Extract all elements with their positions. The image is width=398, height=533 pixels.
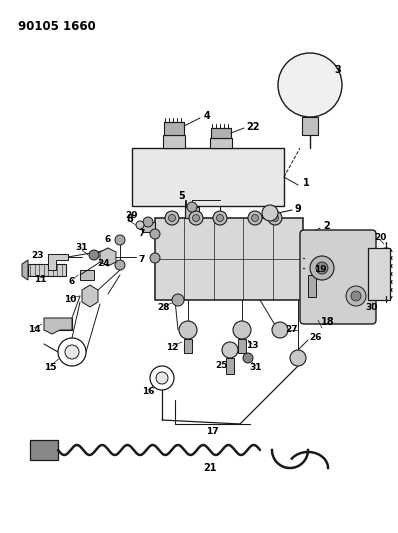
Text: 6: 6 [69, 278, 75, 287]
Text: 28: 28 [158, 303, 170, 312]
Bar [368, 248, 390, 300]
Text: 31: 31 [250, 364, 262, 373]
Text: 4: 4 [204, 111, 211, 121]
Text: 14: 14 [28, 326, 40, 335]
Text: 24: 24 [98, 260, 110, 269]
Text: 2: 2 [324, 221, 330, 231]
Circle shape [213, 211, 227, 225]
Circle shape [217, 214, 224, 222]
Text: 12: 12 [166, 343, 178, 352]
Circle shape [58, 338, 86, 366]
Bar [308, 275, 316, 297]
Text: 8: 8 [127, 214, 133, 224]
Text: 31: 31 [76, 244, 88, 253]
Bar [142, 222, 155, 232]
Bar [163, 135, 185, 148]
Bar [226, 358, 234, 374]
Text: 15: 15 [44, 364, 56, 373]
Circle shape [310, 256, 334, 280]
Text: 18: 18 [321, 317, 335, 327]
Text: 5: 5 [179, 191, 185, 201]
Circle shape [150, 366, 174, 390]
Circle shape [252, 214, 258, 222]
Circle shape [272, 322, 288, 338]
Circle shape [143, 217, 153, 227]
Text: 10: 10 [64, 295, 76, 304]
Bar [44, 318, 72, 330]
Text: 20: 20 [374, 233, 386, 243]
Circle shape [165, 211, 179, 225]
Bar [164, 122, 184, 135]
Text: 21: 21 [203, 463, 217, 473]
Circle shape [290, 350, 306, 366]
Text: 90105 1660: 90105 1660 [18, 20, 96, 33]
Bar [28, 264, 66, 276]
Circle shape [136, 221, 144, 229]
Bar [155, 218, 303, 300]
Polygon shape [48, 254, 68, 270]
Polygon shape [22, 260, 28, 280]
Text: 3: 3 [335, 65, 341, 75]
Text: 25: 25 [216, 361, 228, 370]
Circle shape [248, 211, 262, 225]
Text: 13: 13 [246, 342, 258, 351]
Circle shape [193, 214, 199, 222]
Circle shape [233, 321, 251, 339]
Polygon shape [100, 248, 116, 266]
Bar [211, 128, 231, 138]
Text: 27: 27 [286, 326, 298, 335]
Polygon shape [44, 318, 72, 334]
Circle shape [179, 321, 197, 339]
Text: 11: 11 [34, 276, 46, 285]
Circle shape [271, 214, 279, 222]
Bar [185, 207, 199, 218]
Circle shape [89, 250, 99, 260]
Text: 7: 7 [139, 254, 145, 263]
Text: 6: 6 [105, 236, 111, 245]
Circle shape [243, 353, 253, 363]
Circle shape [187, 202, 197, 212]
Text: 30: 30 [366, 303, 378, 312]
Text: 16: 16 [142, 387, 154, 397]
Circle shape [189, 211, 203, 225]
Text: 26: 26 [310, 334, 322, 343]
Circle shape [168, 214, 176, 222]
Bar [210, 138, 232, 148]
Text: 22: 22 [246, 122, 260, 132]
Circle shape [316, 262, 328, 274]
Bar [238, 339, 246, 353]
Text: 9: 9 [295, 204, 301, 214]
Circle shape [351, 291, 361, 301]
Polygon shape [82, 285, 98, 307]
Circle shape [115, 260, 125, 270]
Circle shape [65, 345, 79, 359]
Circle shape [262, 205, 278, 221]
Bar [30, 440, 58, 460]
Circle shape [156, 372, 168, 384]
Text: 17: 17 [206, 427, 219, 437]
Bar [302, 117, 318, 135]
Text: 1: 1 [302, 178, 309, 188]
Circle shape [268, 211, 282, 225]
FancyBboxPatch shape [300, 230, 376, 324]
Circle shape [150, 229, 160, 239]
Circle shape [222, 342, 238, 358]
Text: 19: 19 [314, 265, 326, 274]
Bar [184, 339, 192, 353]
Bar [80, 270, 94, 280]
Circle shape [172, 294, 184, 306]
Circle shape [278, 53, 342, 117]
Bar [132, 148, 284, 206]
Text: 29: 29 [126, 212, 139, 221]
Text: 7: 7 [139, 230, 145, 238]
Circle shape [115, 235, 125, 245]
Circle shape [150, 253, 160, 263]
Text: 23: 23 [32, 252, 44, 261]
Circle shape [346, 286, 366, 306]
